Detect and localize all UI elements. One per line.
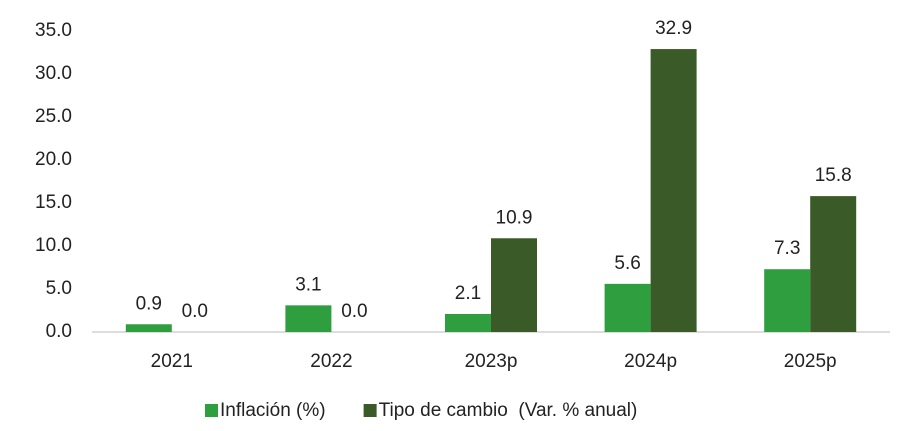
bar	[604, 283, 651, 332]
y-tick-label: 35.0	[35, 20, 72, 41]
legend-label: Inflación (%)	[220, 400, 326, 421]
data-label: 15.8	[815, 165, 852, 186]
y-tick-label: 0.0	[46, 321, 72, 342]
bar	[125, 324, 172, 332]
y-tick-label: 5.0	[46, 278, 72, 299]
y-tick-label: 20.0	[35, 149, 72, 170]
bar	[764, 269, 811, 332]
data-label: 0.9	[136, 293, 162, 314]
x-tick-label: 2023p	[465, 351, 518, 372]
y-tick-label: 10.0	[35, 235, 72, 256]
data-label: 5.6	[614, 253, 640, 274]
x-tick-label: 2022	[310, 351, 352, 372]
bar	[650, 49, 697, 333]
data-label: 0.0	[182, 301, 208, 322]
data-label: 32.9	[655, 18, 692, 39]
bar	[445, 313, 491, 332]
data-label: 3.1	[295, 274, 321, 295]
bar	[810, 196, 857, 332]
legend-label: Tipo de cambio (Var. % anual)	[379, 400, 638, 421]
y-tick-label: 15.0	[35, 192, 72, 213]
legend-swatch	[205, 404, 218, 417]
y-tick-label: 25.0	[35, 106, 72, 127]
bar	[285, 305, 332, 332]
data-label: 0.0	[341, 301, 367, 322]
y-tick-label: 30.0	[35, 63, 72, 84]
data-label: 2.1	[455, 283, 481, 304]
data-label: 7.3	[774, 238, 800, 259]
x-tick-label: 2024p	[624, 351, 677, 372]
x-tick-label: 2025p	[784, 351, 837, 372]
x-tick-label: 2021	[151, 351, 193, 372]
legend-swatch	[363, 404, 377, 417]
data-label: 10.9	[496, 207, 533, 228]
bar	[491, 238, 537, 332]
